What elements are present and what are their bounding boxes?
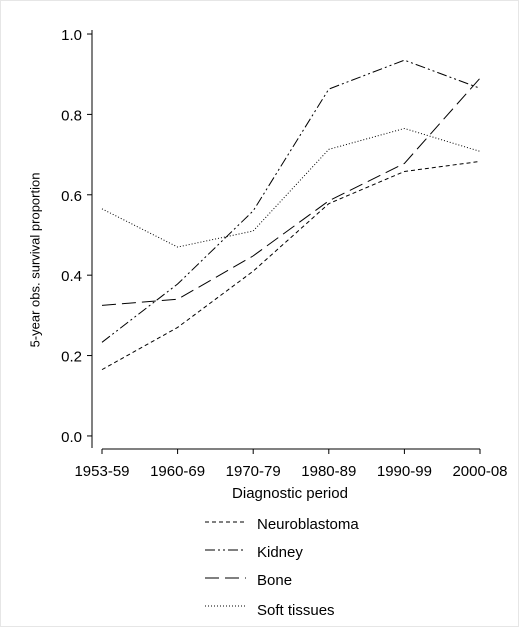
legend-label: Soft tissues	[257, 602, 335, 619]
y-tick-label: 0.4	[61, 268, 82, 285]
x-tick-label: 1970-79	[226, 463, 281, 480]
legend-label: Kidney	[257, 544, 303, 561]
y-tick-label: 1.0	[61, 27, 82, 44]
y-axis-title: 5-year obs. survival proportion	[27, 173, 42, 348]
y-tick-label: 0.8	[61, 107, 82, 124]
y-tick-label: 0.6	[61, 188, 82, 205]
legend-label: Bone	[257, 572, 292, 589]
series-line	[101, 77, 481, 306]
x-tick-label: 1953-59	[74, 463, 129, 480]
x-axis-title: Diagnostic period	[232, 485, 348, 502]
series-line	[101, 59, 481, 343]
y-tick-label: 0.0	[61, 429, 82, 446]
x-tick-label: 1980-89	[301, 463, 356, 480]
x-tick-label: 2000-08	[452, 463, 507, 480]
series-line	[101, 160, 481, 371]
x-tick-label: 1960-69	[150, 463, 205, 480]
x-tick-label: 1990-99	[377, 463, 432, 480]
y-tick-label: 0.2	[61, 349, 82, 366]
legend-label: Neuroblastoma	[257, 516, 359, 533]
